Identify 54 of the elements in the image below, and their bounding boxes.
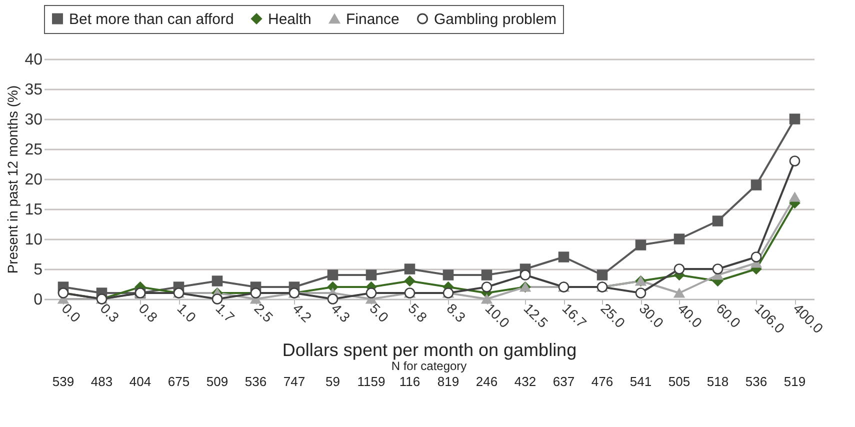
text: 536 xyxy=(244,374,267,389)
x-tick-label: 16.7 xyxy=(559,300,590,331)
y-tick-label: 20 xyxy=(24,172,43,188)
text: 116 xyxy=(399,374,420,389)
text: 541 xyxy=(630,374,652,389)
legend-label: Bet more than can afford xyxy=(69,10,234,28)
text: 509 xyxy=(206,374,228,389)
y-axis-title: Present in past 12 months (%) xyxy=(4,85,21,274)
x-tick-label: 10.0 xyxy=(482,300,514,331)
x-tick-label: 4.2 xyxy=(290,300,316,326)
x-tick-label: 1.0 xyxy=(174,300,200,326)
y-tick-label: 15 xyxy=(24,202,43,218)
x-axis-title: Dollars spent per month on gambling xyxy=(282,340,577,360)
text: 819 xyxy=(437,374,460,389)
x-tick-label: 0.8 xyxy=(136,300,162,326)
legend-label: Health xyxy=(268,10,312,28)
x-tick-label: 5.8 xyxy=(405,300,431,326)
text: 505 xyxy=(668,374,690,389)
x-tick-label: 0.0 xyxy=(58,300,84,326)
x-tick-label: 12.5 xyxy=(520,300,552,331)
text: 246 xyxy=(476,374,498,389)
y-tick-label: 25 xyxy=(24,142,43,158)
x-tick-label: 4.3 xyxy=(328,300,354,326)
text: 637 xyxy=(552,374,575,389)
x-tick-label: 25.0 xyxy=(598,300,629,331)
legend-label: Finance xyxy=(346,10,400,28)
text: N for category xyxy=(391,359,467,373)
x-tick-label: 30.0 xyxy=(636,300,668,331)
text: 404 xyxy=(129,374,152,389)
y-tick-label: 40 xyxy=(24,52,43,68)
y-tick-label: 0 xyxy=(34,292,43,308)
y-tick-label: 30 xyxy=(24,112,43,128)
text: 675 xyxy=(168,374,190,389)
x-tick-label: 8.3 xyxy=(444,300,470,326)
text: 432 xyxy=(514,374,536,389)
x-tick-label: 0.3 xyxy=(97,300,123,326)
text: 483 xyxy=(90,374,113,389)
text: 539 xyxy=(52,374,74,389)
legend-label: Gambling problem xyxy=(434,10,557,28)
x-tick-label: 5.0 xyxy=(366,300,392,326)
x-tick-label: 1.7 xyxy=(212,300,238,326)
x-tick-label: 60.0 xyxy=(713,300,744,331)
text: 476 xyxy=(591,374,614,389)
y-tick-label: 35 xyxy=(24,82,43,98)
text: 518 xyxy=(706,374,729,389)
text: 59 xyxy=(326,374,340,389)
x-tick-label: 40.0 xyxy=(674,300,706,331)
x-tick-label: 2.5 xyxy=(251,300,277,326)
text: 519 xyxy=(784,374,806,389)
text: 536 xyxy=(745,374,768,389)
y-tick-label: 10 xyxy=(24,232,43,248)
text: 747 xyxy=(283,374,306,389)
text: 1159 xyxy=(357,374,386,389)
y-tick-label: 5 xyxy=(34,262,43,278)
